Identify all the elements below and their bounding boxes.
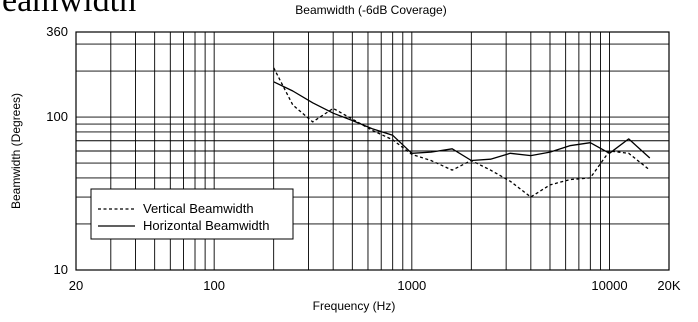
chart-title: Beamwidth (-6dB Coverage) [295,3,446,17]
y-axis-title: Beamwidth (Degrees) [9,93,23,209]
y-tick-label: 100 [46,109,68,124]
y-tick-label: 10 [54,262,68,277]
x-tick-label: 20K [657,278,680,293]
x-tick-label: 10000 [591,278,627,293]
series-line-horizontal [273,81,651,162]
x-tick-label: 1000 [397,278,426,293]
legend: Vertical Beamwidth Horizontal Beamwidth [90,188,294,240]
legend-label-vertical: Vertical Beamwidth [143,201,254,216]
x-tick-label: 100 [203,278,225,293]
legend-box [90,188,294,240]
y-tick-labels: 10 100 360 [46,24,68,277]
page-heading: eamwidth [2,0,137,19]
x-axis-title: Frequency (Hz) [313,299,396,313]
y-tick-label: 360 [46,24,68,39]
series-line-vertical [273,67,651,198]
plot-frame [75,31,670,271]
series-layer [273,67,651,198]
legend-label-horizontal: Horizontal Beamwidth [143,218,269,233]
x-tick-label: 20 [69,278,83,293]
x-tick-labels: 20 100 1000 10000 20K [69,278,681,293]
